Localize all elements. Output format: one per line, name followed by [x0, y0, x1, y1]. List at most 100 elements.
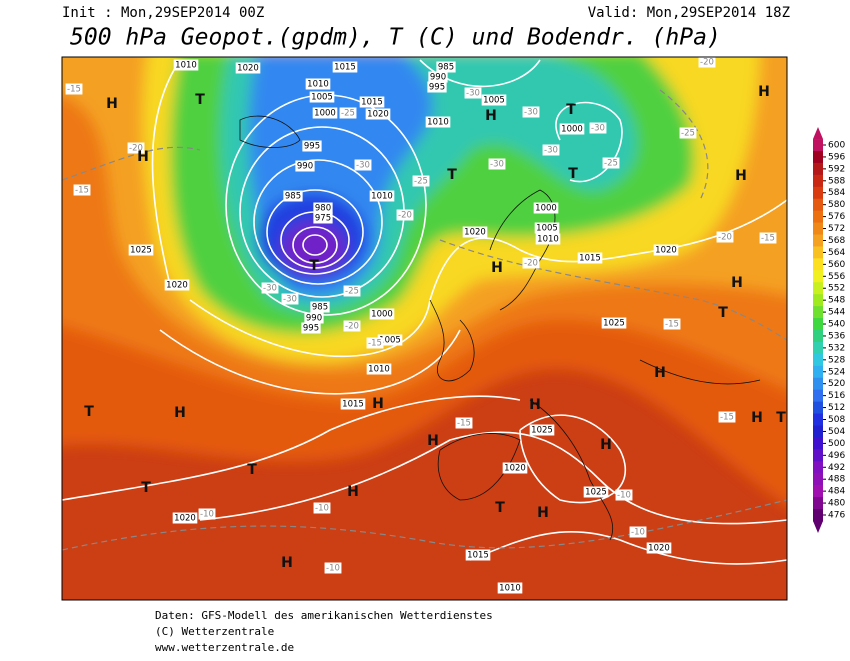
isobar-label-box [332, 61, 358, 73]
colorbar-segment [813, 353, 823, 367]
isobar-label-box [173, 59, 199, 71]
isobar-label-text: 990 [297, 162, 313, 172]
isobar-label-text: 1025 [603, 319, 625, 329]
isotherm-label: -15 [759, 232, 777, 244]
isobar-label-box [646, 542, 672, 554]
coastlines [239, 115, 761, 541]
isobar-label-box [164, 279, 190, 291]
isobar-label-text: 1025 [130, 246, 152, 256]
isotherm-label: -30 [488, 158, 506, 170]
isotherm-label-box [366, 337, 384, 349]
isotherm-label-text: -10 [617, 491, 631, 501]
isotherm-label-box [716, 231, 734, 243]
footer-line: Daten: GFS-Modell des amerikanischen Wet… [155, 609, 493, 622]
isobar-label-text: 1010 [537, 235, 559, 245]
isobar-label-box [534, 222, 560, 234]
isobar-label-text: 1020 [648, 544, 670, 554]
colorbar-label: 572 [828, 224, 845, 234]
isobar-label: 1000 [369, 308, 395, 320]
isobars [62, 59, 787, 565]
isobar-label-text: 1015 [334, 63, 356, 73]
isobar-label-text: 1020 [174, 514, 196, 524]
colorbar-segment [813, 150, 823, 164]
colorbar-label: 548 [828, 296, 845, 306]
pressure-center: H [751, 410, 763, 426]
isobar-label-text: 1025 [585, 488, 607, 498]
isotherm-label: -15 [65, 83, 83, 95]
isobar-label-text: 1000 [314, 109, 336, 119]
isotherm-label: -25 [602, 157, 620, 169]
isobar-label: 1010 [369, 190, 395, 202]
isotherm-label-text: -30 [524, 108, 538, 118]
colorbar-label: 540 [828, 320, 845, 330]
isotherm-label-text: -30 [356, 161, 370, 171]
colorbar-label: 584 [828, 188, 845, 198]
colorbar-segment [813, 401, 823, 415]
isobar-label-text: 1005 [379, 336, 401, 346]
colorbar-label: 544 [828, 308, 845, 318]
colorbar-segment [813, 222, 823, 236]
colorbar-segment [813, 139, 823, 152]
isobar-label: 1005 [481, 94, 507, 106]
colorbar-label: 512 [828, 403, 845, 413]
pressure-center: H [137, 149, 149, 165]
colorbar-segment [813, 461, 823, 474]
colorbar-label: 524 [828, 367, 845, 377]
colorbar-label: 532 [828, 343, 845, 353]
colorbar-label: 516 [828, 391, 845, 401]
colorbar-label: 484 [828, 487, 845, 497]
isotherm-label-box [281, 293, 299, 305]
colorbar-label: 496 [828, 451, 845, 461]
isotherm-label: -10 [198, 508, 216, 520]
init-time: Init : Mon,29SEP2014 00Z [62, 5, 264, 21]
isobar-label-text: 995 [304, 142, 320, 152]
isobar-label-text: 1015 [579, 254, 601, 264]
isotherm-label-box [698, 57, 716, 68]
isotherm-label-text: -15 [457, 419, 471, 429]
isobar-label: 1005 [377, 334, 403, 346]
isobar-label-box [577, 252, 603, 264]
isobar-label-box [436, 61, 456, 73]
pressure-center: H [529, 397, 541, 413]
colorbar-segment [813, 234, 823, 247]
isotherm-label-text: -10 [631, 528, 645, 538]
isotherm-label-box [65, 83, 83, 95]
isobar-label-text: 1025 [531, 426, 553, 436]
pressure-center: H [600, 437, 612, 453]
isotherm-label-box [261, 282, 279, 294]
colorbar-label: 492 [828, 463, 845, 473]
isobar-label-box [462, 226, 488, 238]
isotherm-label: -10 [324, 562, 342, 574]
isotherm-label-box [488, 158, 506, 170]
isotherm-label-box [339, 107, 357, 119]
isotherm-label-box [718, 411, 736, 423]
isobar-label: 1000 [312, 107, 338, 119]
pressure-center: T [195, 92, 205, 108]
pressure-center: H [427, 433, 439, 449]
isobar-label-text: 1010 [371, 192, 393, 202]
isobar-label-text: 1010 [368, 365, 390, 375]
colorbar-label: 580 [828, 200, 845, 210]
isobar-label-text: 1020 [237, 64, 259, 74]
isobar-label-text: 1000 [561, 125, 583, 135]
isotherm-label: -25 [679, 127, 697, 139]
isobar-label: 975 [313, 212, 333, 224]
isobar-label: 1015 [359, 96, 385, 108]
isotherm-label-text: -15 [368, 339, 382, 349]
isobar-label-box [601, 317, 627, 329]
colorbar-segment [813, 294, 823, 307]
isotherm-label-box [663, 318, 681, 330]
isotherm-label: -10 [313, 502, 331, 514]
isobar-label-box [425, 116, 451, 128]
isotherm-label-box [313, 502, 331, 514]
isotherm-label-text: -30 [490, 160, 504, 170]
colorbar-label: 592 [828, 164, 845, 174]
isobar-label: 1000 [559, 123, 585, 135]
isobar-label: 1020 [502, 462, 528, 474]
isotherm-label: -30 [354, 159, 372, 171]
isobar-label-text: 1010 [427, 118, 449, 128]
isotherm-label-box [522, 257, 540, 269]
isotherm-label-text: -25 [604, 159, 618, 169]
isotherm-label: -25 [339, 107, 357, 119]
